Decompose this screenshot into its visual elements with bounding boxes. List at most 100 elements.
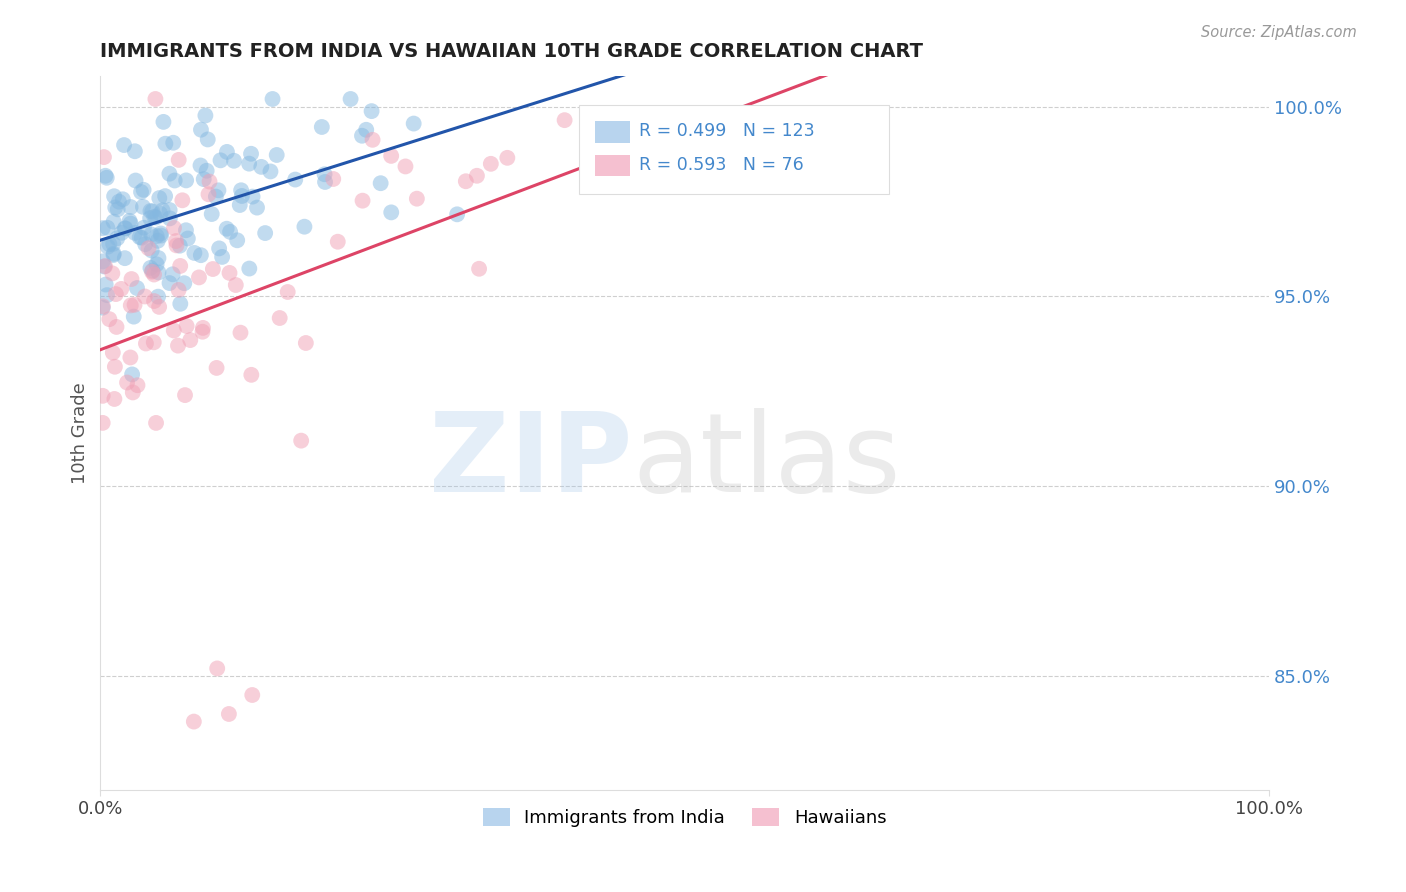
Point (96, 288, 118, 302)
Point (380, 205, 402, 219)
Point (262, 92, 284, 106)
Point (103, 392, 125, 406)
Point (205, 661, 228, 675)
Point (103, 248, 125, 262)
FancyBboxPatch shape (595, 154, 630, 176)
Point (209, 153, 232, 168)
Point (240, 368, 263, 382)
Point (266, 148, 288, 162)
Point (148, 265, 170, 279)
Point (150, 228, 173, 243)
Point (155, 136, 177, 151)
Point (190, 158, 212, 172)
Point (112, 138, 135, 153)
Point (194, 108, 217, 122)
Point (152, 115, 174, 129)
Point (101, 266, 124, 280)
Point (96, 170, 118, 185)
Point (124, 226, 146, 240)
Point (277, 285, 299, 299)
Point (98, 237, 121, 252)
Point (190, 248, 212, 262)
Point (105, 320, 128, 334)
Point (96, 220, 118, 235)
Point (195, 163, 218, 178)
Point (148, 251, 170, 265)
Point (114, 221, 136, 235)
Point (120, 351, 142, 365)
Point (183, 246, 205, 260)
Point (91, 299, 114, 313)
Point (259, 164, 281, 178)
Point (149, 207, 172, 221)
Point (139, 204, 162, 219)
Point (114, 221, 136, 235)
Point (354, 123, 377, 137)
Point (163, 221, 186, 235)
Point (124, 298, 146, 312)
Point (97, 240, 120, 254)
Point (115, 376, 138, 390)
Point (176, 319, 198, 334)
Point (94, 169, 117, 183)
Point (238, 261, 260, 276)
Point (121, 368, 143, 382)
Point (167, 338, 190, 352)
Point (218, 706, 240, 721)
Point (554, 113, 576, 128)
Point (583, 111, 606, 125)
Point (146, 234, 169, 248)
Point (127, 378, 149, 392)
Point (162, 136, 184, 150)
Point (201, 207, 224, 221)
Point (149, 227, 172, 241)
Point (148, 300, 170, 314)
Point (167, 153, 190, 167)
Text: R = 0.499   N = 123: R = 0.499 N = 123 (640, 122, 814, 140)
Point (623, 168, 645, 182)
Point (360, 104, 382, 119)
Point (496, 151, 519, 165)
Point (205, 360, 228, 375)
Point (153, 189, 176, 203)
Point (145, 416, 167, 430)
Point (350, 128, 373, 143)
Point (380, 149, 402, 163)
Point (91, 389, 114, 403)
Point (479, 157, 502, 171)
Point (103, 246, 125, 260)
Point (121, 272, 143, 286)
Y-axis label: 10th Grade: 10th Grade (72, 382, 89, 484)
Point (104, 287, 127, 301)
Point (314, 175, 336, 189)
Point (124, 145, 146, 159)
Point (167, 283, 190, 297)
Point (103, 214, 125, 228)
Point (169, 259, 191, 273)
Point (222, 153, 245, 168)
Point (101, 345, 124, 359)
Point (143, 268, 166, 282)
Point (172, 194, 194, 208)
Point (159, 211, 181, 226)
Point (145, 229, 167, 244)
Point (225, 278, 247, 293)
Point (122, 310, 145, 324)
Point (215, 221, 238, 235)
Point (193, 172, 215, 186)
Point (207, 183, 229, 197)
Point (101, 236, 124, 251)
Point (322, 172, 344, 186)
Point (128, 230, 150, 244)
Point (141, 265, 163, 279)
Point (120, 217, 142, 231)
Point (145, 257, 167, 271)
Point (104, 201, 127, 215)
Point (114, 251, 136, 265)
Point (131, 231, 153, 245)
Point (290, 434, 312, 448)
Point (111, 192, 134, 206)
Point (107, 202, 129, 217)
Point (208, 241, 231, 255)
Point (138, 241, 160, 255)
